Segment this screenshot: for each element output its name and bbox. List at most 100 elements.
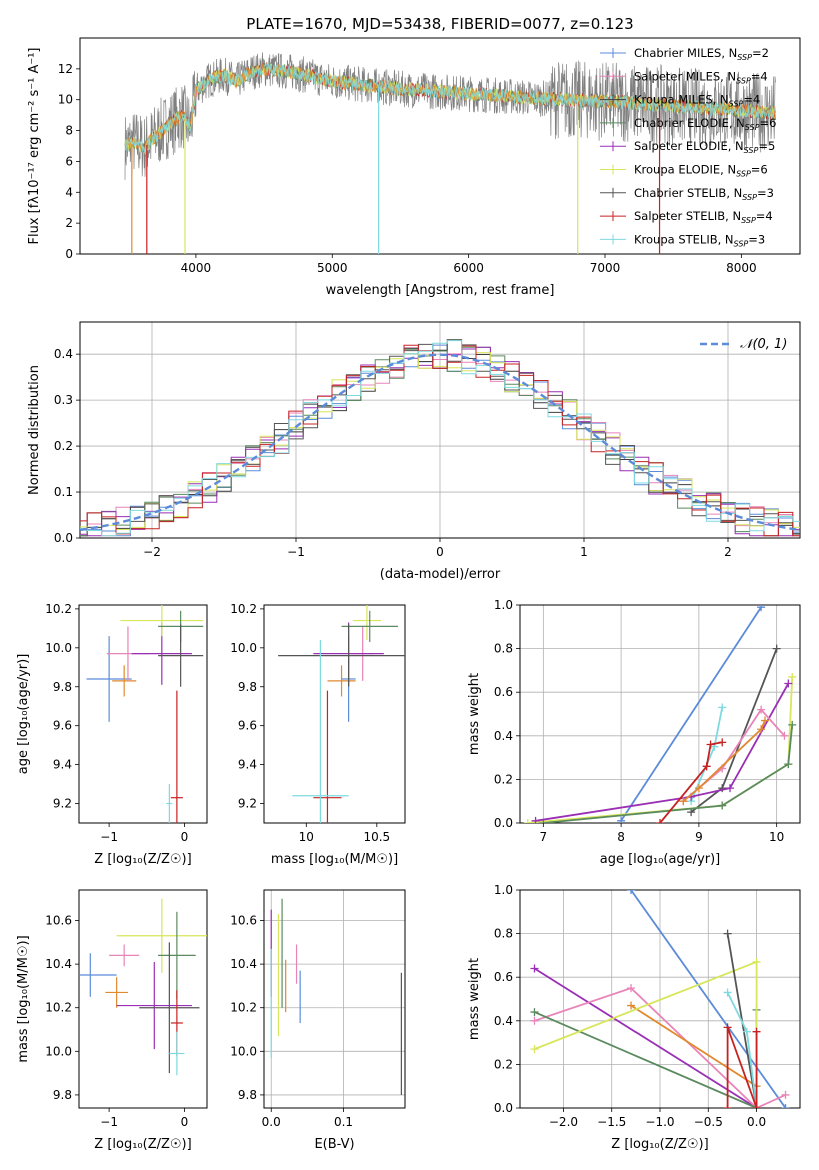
mass_vs_ebv-ytick-label: 10.4 xyxy=(230,957,257,971)
spectrum-xtick-label: 7000 xyxy=(590,261,621,275)
mass_weight_vs_age-marker xyxy=(757,725,766,734)
legend-entry: Salpeter STELIB, NSSP=4 xyxy=(634,209,773,225)
mass_weight_vs_Z-line xyxy=(534,967,758,1108)
mass_weight_vs_Z-ytick-label: 0.2 xyxy=(494,1057,513,1071)
mass_weight_vs_age-xtick-label: 8 xyxy=(617,830,625,844)
age_vs_mass-ytick-label: 9.4 xyxy=(238,758,257,772)
panels: 4000 5000 6000 7000 8000024681012wavelength … xyxy=(16,37,801,1152)
mass_weight_vs_age-marker xyxy=(531,816,540,823)
mass_weight_vs_Z-marker xyxy=(781,1090,790,1099)
spectrum-xtick-label: 4000 xyxy=(181,261,212,275)
residuals-ytick-label: 0.4 xyxy=(54,347,73,361)
legend-entry: Kroupa STELIB, NSSP=3 xyxy=(634,232,765,248)
mass_weight_vs_age-xtick-label: 7 xyxy=(540,830,548,844)
mass_vs_ebv-xlabel: E(B-V) xyxy=(314,1137,354,1152)
age_vs_mass-xtick-label: 10 xyxy=(299,830,314,844)
residuals-normal-curve xyxy=(80,353,800,532)
residuals-xtick-label: 0 xyxy=(436,545,444,559)
mass_weight_vs_age-marker xyxy=(761,716,769,725)
mass_vs_Z-ylabel: mass [log₁₀(M/M☉)] xyxy=(16,935,31,1062)
mass_weight_vs_Z-marker xyxy=(742,1027,751,1036)
mass_weight_vs_Z-line xyxy=(630,890,787,1108)
mass_weight_vs_Z-marker xyxy=(752,957,761,966)
figure-title: PLATE=1670, MJD=53438, FIBERID=0077, z=0… xyxy=(246,15,633,33)
mass_weight_vs_age-axes: 7 8 9 10 0.0 0.2 0.4 0.6 0.8 1.0 age [log₁₀(age/yr… xyxy=(467,598,801,867)
spectrum-legend: Chabrier MILES, NSSP=2 Salpeter MILES, NS… xyxy=(600,46,776,248)
residuals-xtick-label: −1 xyxy=(287,545,305,559)
mass_weight_vs_age-marker xyxy=(656,819,664,823)
residuals-histogram xyxy=(80,339,800,537)
residuals-hists xyxy=(80,339,800,537)
residuals-histogram xyxy=(80,347,800,537)
mass_weight_vs_age-line xyxy=(620,606,762,822)
spectrum-xtick-label: 5000 xyxy=(317,261,348,275)
mass_vs_ebv-points xyxy=(270,898,402,1095)
mass_vs_ebv-frame xyxy=(263,889,406,1109)
mass_weight_vs_Z-marker xyxy=(530,1008,539,1017)
spectrum-ytick-label: 10 xyxy=(58,93,73,107)
spectrum-lines xyxy=(124,52,776,254)
mass_vs_Z-ytick-label: 10.0 xyxy=(45,1044,72,1058)
mass_weight_vs_age-marker xyxy=(718,738,727,747)
mass_weight_vs_age-ytick-label: 0.4 xyxy=(494,729,513,743)
mass_weight_vs_Z-ytick-label: 0.8 xyxy=(494,927,513,941)
age_vs_Z-ytick-label: 10.2 xyxy=(45,602,72,616)
mass_weight_vs_age-marker xyxy=(726,784,734,793)
mass_vs_Z-ytick-label: 10.2 xyxy=(45,1001,72,1015)
spectrum-xlabel: wavelength [Angstrom, rest frame] xyxy=(326,283,555,298)
age_vs_Z-ytick-label: 9.2 xyxy=(53,797,72,811)
mass_weight_vs_age-marker xyxy=(718,801,727,810)
residuals-xtick-label: 2 xyxy=(724,545,732,559)
spectrum-ytick-label: 0 xyxy=(65,247,73,261)
mass_weight_vs_Z-line xyxy=(726,992,758,1108)
mass_vs_Z-ytick-label: 10.4 xyxy=(45,957,72,971)
age_vs_mass-ytick-label: 9.8 xyxy=(238,680,257,694)
mass_weight_vs_Z-marker xyxy=(752,1104,761,1108)
mass_vs_ebv-ytick-label: 9.8 xyxy=(238,1088,257,1102)
mass_weight_vs_age-line xyxy=(690,707,724,802)
mass_weight_vs_age-marker xyxy=(617,816,626,823)
mass_weight_vs_Z-ylabel: mass weight xyxy=(467,958,482,1040)
mass_vs_Z-ytick-label: 9.8 xyxy=(53,1088,72,1102)
mass_weight_vs_Z-line xyxy=(630,1004,758,1087)
mass_vs_ebv-xtick-label: 0.1 xyxy=(334,1115,353,1129)
mass_weight_vs_age-ytick-label: 0.6 xyxy=(494,685,513,699)
mass_weight_vs_age-marker xyxy=(772,644,781,653)
mass_weight_vs_age-line xyxy=(543,724,794,823)
mass_weight_vs_Z-marker xyxy=(723,929,732,938)
mass_weight_vs_age-marker xyxy=(780,731,789,740)
spectrum-axes: 4000 5000 6000 7000 8000 0 2 4 6 8 10 12 wavelength … xyxy=(27,37,801,298)
mass_weight_vs_Z-frame xyxy=(519,889,801,1109)
mass_weight_vs_Z-marker xyxy=(627,890,636,894)
age_vs_Z-ytick-label: 9.8 xyxy=(53,680,72,694)
mass_weight_vs_age-line xyxy=(682,720,766,802)
age_vs_Z-ytick-label: 9.6 xyxy=(53,719,72,733)
mass_vs_ebv-ytick-label: 10.0 xyxy=(230,1044,257,1058)
mass_weight_vs_Z-line xyxy=(534,987,786,1108)
age_vs_mass-frame xyxy=(263,604,406,824)
age_vs_Z-xlabel: Z [log₁₀(Z/Z☉)] xyxy=(94,852,191,867)
age_vs_Z-axes: −1 0 9.2 9.4 9.6 9.8 10.0 10.2 Z [log₁₀(Z/Z☉)] ag… xyxy=(16,602,208,867)
age_vs_mass-ytick-label: 9.6 xyxy=(238,719,257,733)
legend-entry: Salpeter ELODIE, NSSP=5 xyxy=(634,139,775,155)
mass_weight_vs_age-xtick-label: 10 xyxy=(769,830,784,844)
mass_weight_vs_Z-marker xyxy=(530,1016,539,1025)
mass_weight_vs_age-marker xyxy=(694,784,703,793)
residuals-xtick-label: 1 xyxy=(580,545,588,559)
mass_weight_vs_Z-axes: −2.0 −1.5 −1.0 −0.5 0.0 0.0 0.2 0.4 0.6 0.8 1.0 Z [… xyxy=(467,883,801,1152)
mass_weight_vs_Z-xtick-label: −1.0 xyxy=(645,1115,674,1129)
spectrum-model-line xyxy=(124,62,776,154)
mass_vs_Z-axes: −1 0 9.8 10.0 10.2 10.4 10.6 Z [log₁₀(Z/Z☉)] mas… xyxy=(16,889,208,1152)
residuals-ylabel: Normed distribution xyxy=(27,365,42,495)
age_vs_Z-frame xyxy=(78,604,208,824)
mass_vs_Z-xlabel: Z [log₁₀(Z/Z☉)] xyxy=(94,1137,191,1152)
legend-entry: Chabrier STELIB, NSSP=3 xyxy=(634,186,774,202)
mass_weight_vs_Z-marker xyxy=(627,1001,636,1010)
spectrum-ytick-label: 2 xyxy=(65,216,73,230)
age_vs_mass-axes: 10 10.5 9.2 9.4 9.6 9.8 10.0 10.2 mass [log₁₀(M/… xyxy=(230,602,406,867)
mass_weight_vs_Z-marker xyxy=(627,984,636,993)
mass_vs_Z-points xyxy=(79,898,207,1076)
age_vs_mass-ytick-label: 10.0 xyxy=(230,641,257,655)
mass_weight_vs_age-marker xyxy=(718,784,727,793)
mass_weight_vs_age-xlabel: age [log₁₀(age/yr)] xyxy=(600,852,721,867)
